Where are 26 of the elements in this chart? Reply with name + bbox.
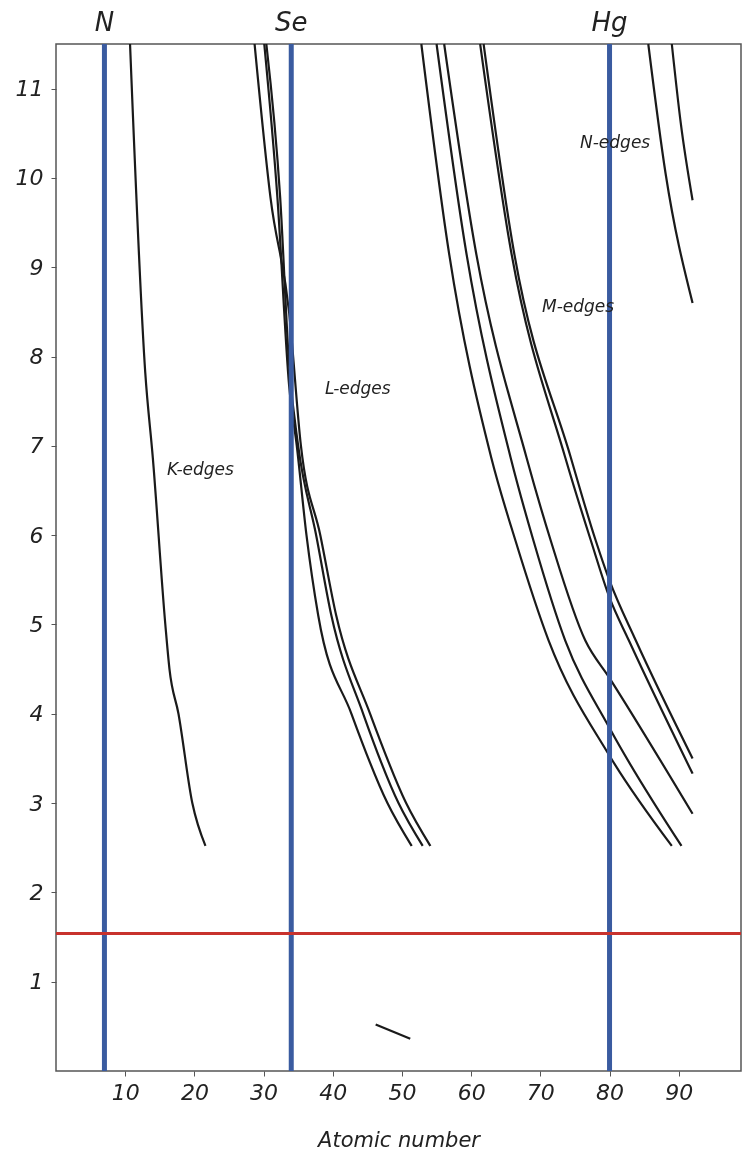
- y-tick-label: 3: [29, 790, 44, 816]
- y-tick-label: 1: [29, 969, 44, 995]
- x-tick-label: 70: [526, 1079, 555, 1105]
- y-tick-label: 2: [29, 879, 44, 905]
- y-tick-label: 10: [15, 165, 44, 191]
- ref-line-label: Hg: [591, 7, 628, 37]
- ref-line-label: Se: [275, 7, 308, 37]
- y-tick-label: 11: [15, 76, 44, 102]
- x-tick-label: 60: [457, 1079, 486, 1105]
- annotation: L-edges: [325, 378, 391, 398]
- x-tick-label: 40: [319, 1079, 348, 1105]
- y-tick-label: 6: [29, 522, 44, 548]
- y-tick-label: 9: [29, 254, 44, 280]
- x-tick-label: 20: [180, 1079, 209, 1105]
- x-tick-label: 30: [250, 1079, 279, 1105]
- ref-line-label: N: [94, 7, 115, 37]
- x-axis-title: Atomic number: [316, 1127, 482, 1152]
- y-tick-label: 8: [29, 344, 44, 370]
- x-tick-label: 80: [596, 1079, 625, 1105]
- x-tick-label: 50: [388, 1079, 417, 1105]
- y-tick-label: 4: [29, 701, 44, 727]
- y-tick-label: 5: [29, 611, 44, 637]
- y-tick-label: 7: [29, 433, 44, 459]
- x-tick-label: 90: [665, 1079, 694, 1105]
- x-tick-label: 10: [111, 1079, 140, 1105]
- annotation: K-edges: [167, 459, 235, 479]
